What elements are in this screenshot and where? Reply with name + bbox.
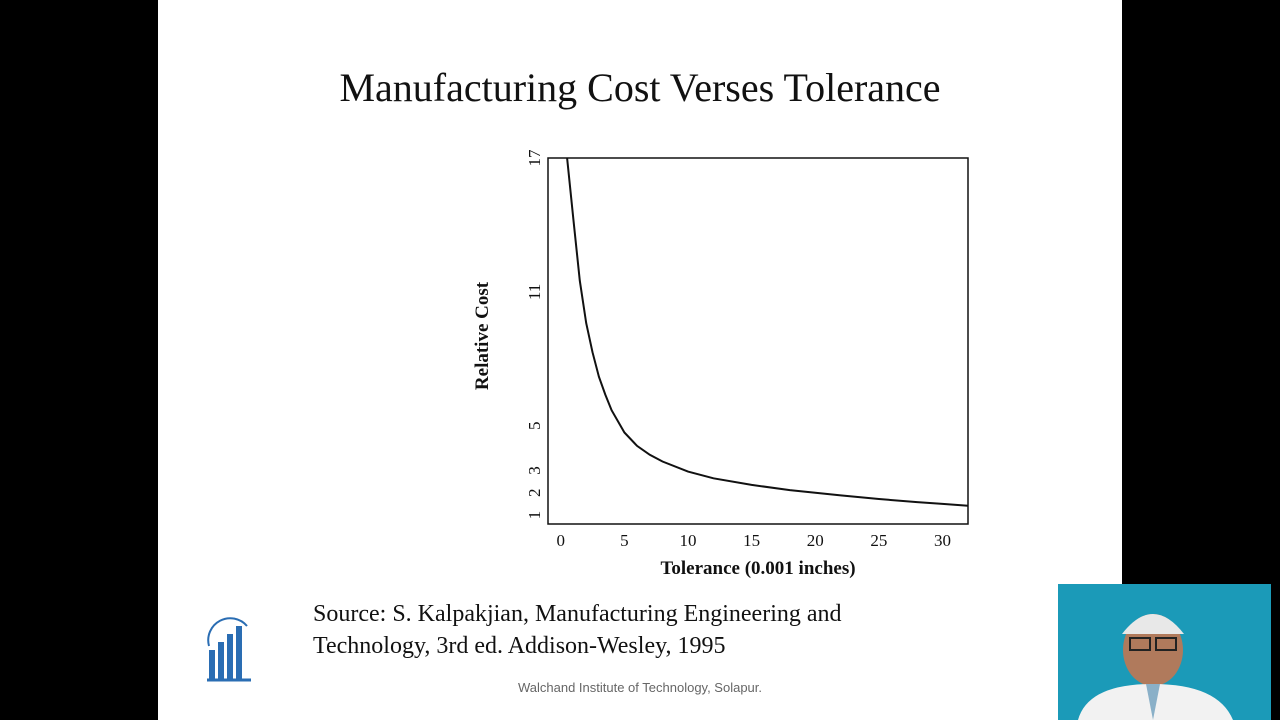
plot-frame — [547, 157, 969, 525]
x-tick-label: 10 — [680, 531, 697, 550]
x-tick-label: 15 — [743, 531, 760, 550]
footer-institute: Walchand Institute of Technology, Solapu… — [517, 680, 763, 695]
source-citation: Source: S. Kalpakjian, Manufacturing Eng… — [313, 598, 842, 662]
x-axis-ticks: 0 5 10 15 20 25 30 — [556, 531, 951, 550]
cost-tolerance-chart: 0 5 10 15 20 25 30 1 2 3 5 11 17 Tolerance (0.001 i… — [472, 150, 969, 579]
source-line-1: Source: S. Kalpakjian, Manufacturing Eng… — [313, 601, 842, 627]
y-tick-label: 11 — [525, 284, 544, 300]
presenter-webcam — [1058, 584, 1271, 720]
slide-title: Manufacturing Cost Verses Tolerance — [339, 65, 941, 110]
y-tick-label: 17 — [525, 150, 544, 167]
source-line-2: Technology, 3rd ed. Addison-Wesley, 1995 — [313, 633, 726, 659]
x-tick-label: 25 — [870, 531, 887, 550]
y-tick-label: 3 — [525, 466, 544, 475]
y-tick-label: 1 — [525, 511, 544, 520]
y-axis-ticks: 1 2 3 5 11 17 — [525, 150, 544, 519]
y-axis-label: Relative Cost — [472, 281, 493, 390]
slide: Manufacturing Cost Verses Tolerance 0 5 10… — [158, 0, 1122, 720]
x-tick-label: 0 — [556, 531, 565, 550]
x-tick-label: 5 — [620, 531, 629, 550]
cost-curve — [566, 157, 969, 507]
x-axis-label: Tolerance (0.001 inches) — [660, 558, 855, 579]
institute-logo — [203, 606, 255, 693]
x-tick-label: 30 — [934, 531, 951, 550]
x-tick-label: 20 — [807, 531, 824, 550]
y-tick-label: 5 — [525, 422, 544, 431]
y-tick-label: 2 — [525, 489, 544, 498]
